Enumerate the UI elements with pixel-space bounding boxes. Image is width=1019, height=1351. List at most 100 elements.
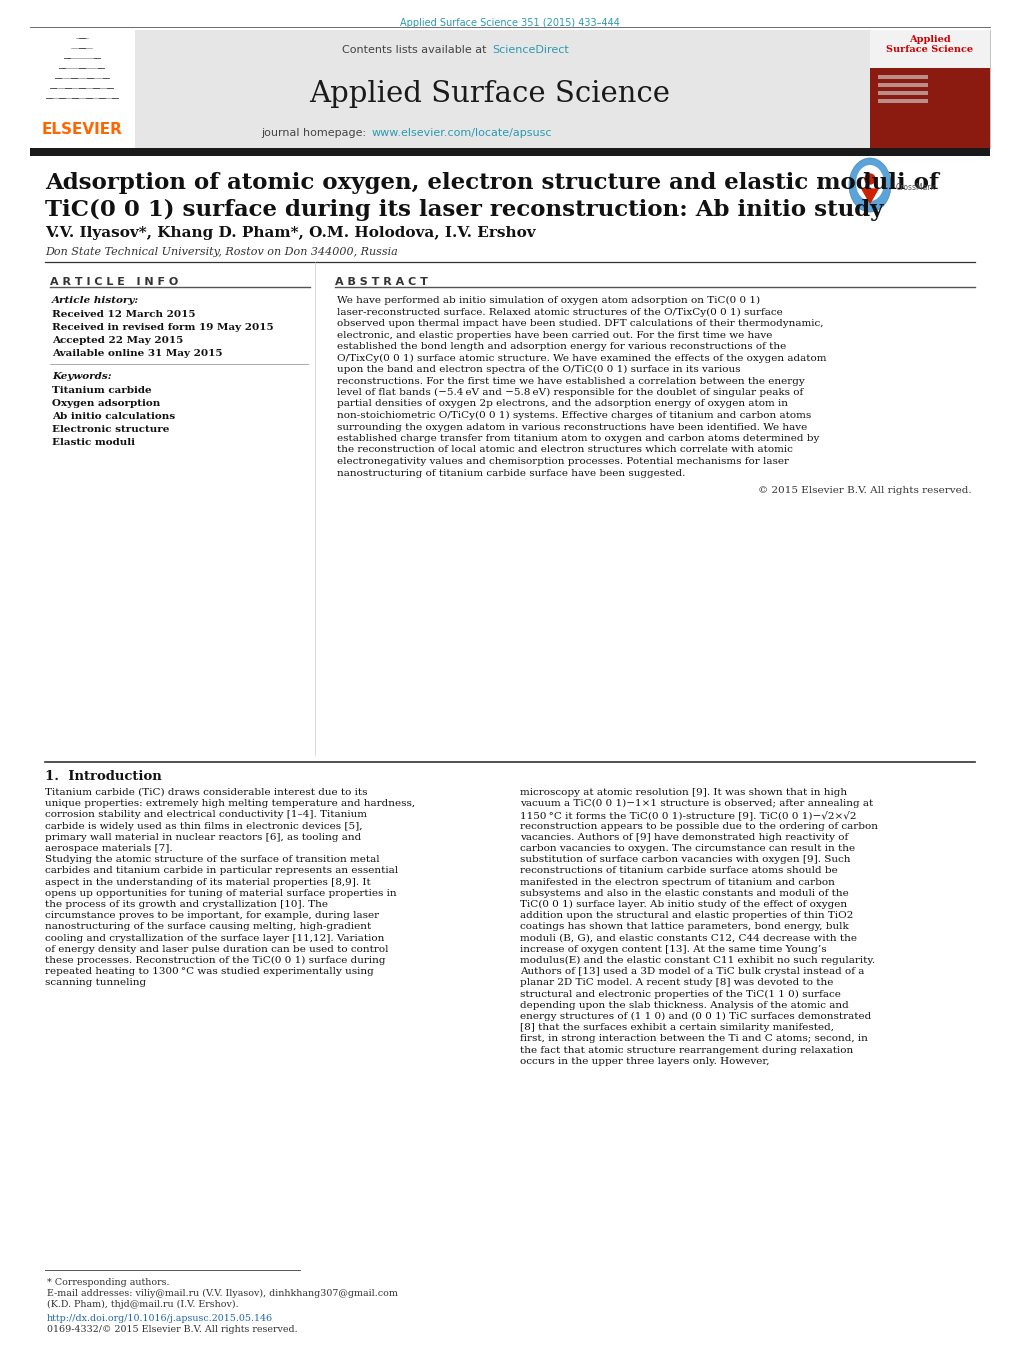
Text: Article history:: Article history:	[52, 296, 140, 305]
Text: * Corresponding authors.: * Corresponding authors.	[47, 1278, 169, 1288]
Polygon shape	[861, 189, 877, 203]
Text: level of flat bands (−5.4 eV and −5.8 eV) responsible for the doublet of singula: level of flat bands (−5.4 eV and −5.8 eV…	[336, 388, 803, 397]
Text: Keywords:: Keywords:	[52, 372, 111, 381]
Text: coatings has shown that lattice parameters, bond energy, bulk: coatings has shown that lattice paramete…	[520, 923, 848, 931]
Text: moduli (B, G), and elastic constants C12, C44 decrease with the: moduli (B, G), and elastic constants C12…	[520, 934, 856, 943]
Text: www.elsevier.com/locate/apsusc: www.elsevier.com/locate/apsusc	[372, 128, 552, 138]
Ellipse shape	[855, 165, 883, 201]
Circle shape	[864, 174, 874, 184]
Text: carbides and titanium carbide in particular represents an essential: carbides and titanium carbide in particu…	[45, 866, 397, 875]
Text: Received 12 March 2015: Received 12 March 2015	[52, 309, 196, 319]
Text: A R T I C L E   I N F O: A R T I C L E I N F O	[50, 277, 178, 286]
Text: Contents lists available at: Contents lists available at	[341, 45, 489, 55]
Text: observed upon thermal impact have been studied. DFT calculations of their thermo: observed upon thermal impact have been s…	[336, 319, 822, 328]
Text: Oxygen adsorption: Oxygen adsorption	[52, 399, 160, 408]
Text: substitution of surface carbon vacancies with oxygen [9]. Such: substitution of surface carbon vacancies…	[520, 855, 850, 865]
Text: electronic, and elastic properties have been carried out. For the first time we : electronic, and elastic properties have …	[336, 331, 771, 339]
Text: unique properties: extremely high melting temperature and hardness,: unique properties: extremely high meltin…	[45, 800, 415, 808]
Bar	[135, 30, 869, 149]
Text: Titanium carbide (TiC) draws considerable interest due to its: Titanium carbide (TiC) draws considerabl…	[45, 788, 367, 797]
Bar	[877, 76, 927, 78]
Text: Ab initio calculations: Ab initio calculations	[52, 412, 175, 422]
Text: ELSEVIER: ELSEVIER	[42, 122, 122, 136]
Text: modulus(E) and the elastic constant C11 exhibit no such regularity.: modulus(E) and the elastic constant C11 …	[520, 957, 874, 965]
Text: Applied: Applied	[908, 35, 950, 45]
Text: primary wall material in nuclear reactors [6], as tooling and: primary wall material in nuclear reactor…	[45, 832, 361, 842]
Text: microscopy at atomic resolution [9]. It was shown that in high: microscopy at atomic resolution [9]. It …	[520, 788, 847, 797]
Text: Authors of [13] used a 3D model of a TiC bulk crystal instead of a: Authors of [13] used a 3D model of a TiC…	[520, 967, 863, 977]
Text: carbide is widely used as thin films in electronic devices [5],: carbide is widely used as thin films in …	[45, 821, 362, 831]
Text: the fact that atomic structure rearrangement during relaxation: the fact that atomic structure rearrange…	[520, 1046, 853, 1055]
Text: addition upon the structural and elastic properties of thin TiO2: addition upon the structural and elastic…	[520, 911, 853, 920]
Text: reconstructions of titanium carbide surface atoms should be: reconstructions of titanium carbide surf…	[520, 866, 837, 875]
Text: Accepted 22 May 2015: Accepted 22 May 2015	[52, 336, 183, 345]
Text: reconstructions. For the first time we have established a correlation between th: reconstructions. For the first time we h…	[336, 377, 804, 385]
Text: established the bond length and adsorption energy for various reconstructions of: established the bond length and adsorpti…	[336, 342, 786, 351]
Text: the reconstruction of local atomic and electron structures which correlate with : the reconstruction of local atomic and e…	[336, 446, 792, 454]
Text: the process of its growth and crystallization [10]. The: the process of its growth and crystalliz…	[45, 900, 328, 909]
Text: aerospace materials [7].: aerospace materials [7].	[45, 844, 172, 852]
Text: [8] that the surfaces exhibit a certain similarity manifested,: [8] that the surfaces exhibit a certain …	[520, 1023, 834, 1032]
Text: carbon vacancies to oxygen. The circumstance can result in the: carbon vacancies to oxygen. The circumst…	[520, 844, 854, 852]
Text: surrounding the oxygen adatom in various reconstructions have been identified. W: surrounding the oxygen adatom in various…	[336, 423, 806, 431]
Text: 1150 °C it forms the TiC(0 0 1)-structure [9]. TiC(0 0 1)−√2×√2: 1150 °C it forms the TiC(0 0 1)-structur…	[520, 811, 856, 820]
Text: electronegativity values and chemisorption processes. Potential mechanisms for l: electronegativity values and chemisorpti…	[336, 457, 789, 466]
Text: CrossMark: CrossMark	[895, 182, 935, 192]
Bar	[869, 68, 989, 149]
Text: repeated heating to 1300 °C was studied experimentally using: repeated heating to 1300 °C was studied …	[45, 967, 373, 977]
Text: vacancies. Authors of [9] have demonstrated high reactivity of: vacancies. Authors of [9] have demonstra…	[520, 832, 848, 842]
Text: depending upon the slab thickness. Analysis of the atomic and: depending upon the slab thickness. Analy…	[520, 1001, 848, 1009]
Text: corrosion stability and electrical conductivity [1–4]. Titanium: corrosion stability and electrical condu…	[45, 811, 367, 820]
Text: O/TixCy(0 0 1) surface atomic structure. We have examined the effects of the oxy: O/TixCy(0 0 1) surface atomic structure.…	[336, 354, 825, 362]
Bar	[877, 99, 927, 103]
Text: A B S T R A C T: A B S T R A C T	[334, 277, 427, 286]
Text: Available online 31 May 2015: Available online 31 May 2015	[52, 349, 222, 358]
Text: occurs in the upper three layers only. However,: occurs in the upper three layers only. H…	[520, 1056, 768, 1066]
Text: E-mail addresses: viliy@mail.ru (V.V. Ilyasov), dinhkhang307@gmail.com: E-mail addresses: viliy@mail.ru (V.V. Il…	[47, 1289, 397, 1298]
Text: established charge transfer from titanium atom to oxygen and carbon atoms determ: established charge transfer from titaniu…	[336, 434, 818, 443]
Text: 0169-4332/© 2015 Elsevier B.V. All rights reserved.: 0169-4332/© 2015 Elsevier B.V. All right…	[47, 1325, 298, 1333]
Text: subsystems and also in the elastic constants and moduli of the: subsystems and also in the elastic const…	[520, 889, 848, 898]
Text: ScienceDirect: ScienceDirect	[491, 45, 569, 55]
Text: cooling and crystallization of the surface layer [11,12]. Variation: cooling and crystallization of the surfa…	[45, 934, 384, 943]
Text: journal homepage:: journal homepage:	[261, 128, 370, 138]
Text: Received in revised form 19 May 2015: Received in revised form 19 May 2015	[52, 323, 273, 332]
Text: these processes. Reconstruction of the TiC(0 0 1) surface during: these processes. Reconstruction of the T…	[45, 957, 385, 965]
Text: manifested in the electron spectrum of titanium and carbon: manifested in the electron spectrum of t…	[520, 878, 835, 886]
Bar	[30, 30, 133, 149]
Text: nanostructuring of the surface causing melting, high-gradient: nanostructuring of the surface causing m…	[45, 923, 371, 931]
Text: energy structures of (1 1 0) and (0 0 1) TiC surfaces demonstrated: energy structures of (1 1 0) and (0 0 1)…	[520, 1012, 870, 1021]
Text: Adsorption of atomic oxygen, electron structure and elastic moduli of: Adsorption of atomic oxygen, electron st…	[45, 172, 937, 195]
Text: first, in strong interaction between the Ti and C atoms; second, in: first, in strong interaction between the…	[520, 1035, 867, 1043]
Bar	[30, 149, 989, 155]
Text: Don State Technical University, Rostov on Don 344000, Russia: Don State Technical University, Rostov o…	[45, 247, 397, 257]
Bar	[869, 30, 989, 68]
Text: opens up opportunities for tuning of material surface properties in: opens up opportunities for tuning of mat…	[45, 889, 396, 898]
Text: Surface Science: Surface Science	[886, 45, 972, 54]
Text: Applied Surface Science: Applied Surface Science	[309, 80, 669, 108]
Text: partial densities of oxygen 2p electrons, and the adsorption energy of oxygen at: partial densities of oxygen 2p electrons…	[336, 400, 788, 408]
Text: non-stoichiometric O/TiCy(0 0 1) systems. Effective charges of titanium and carb: non-stoichiometric O/TiCy(0 0 1) systems…	[336, 411, 810, 420]
Bar	[869, 30, 989, 149]
Text: reconstruction appears to be possible due to the ordering of carbon: reconstruction appears to be possible du…	[520, 821, 877, 831]
Text: Titanium carbide: Titanium carbide	[52, 386, 152, 394]
Text: planar 2D TiC model. A recent study [8] was devoted to the: planar 2D TiC model. A recent study [8] …	[520, 978, 833, 988]
Text: vacuum a TiC(0 0 1)−1×1 structure is observed; after annealing at: vacuum a TiC(0 0 1)−1×1 structure is obs…	[520, 800, 872, 808]
Text: V.V. Ilyasov*, Khang D. Pham*, O.M. Holodova, I.V. Ershov: V.V. Ilyasov*, Khang D. Pham*, O.M. Holo…	[45, 226, 535, 240]
Text: © 2015 Elsevier B.V. All rights reserved.: © 2015 Elsevier B.V. All rights reserved…	[758, 486, 971, 494]
Text: increase of oxygen content [13]. At the same time Young’s: increase of oxygen content [13]. At the …	[520, 944, 825, 954]
Text: Elastic moduli: Elastic moduli	[52, 438, 135, 447]
Text: http://dx.doi.org/10.1016/j.apsusc.2015.05.146: http://dx.doi.org/10.1016/j.apsusc.2015.…	[47, 1315, 273, 1323]
Bar	[877, 82, 927, 86]
Text: circumstance proves to be important, for example, during laser: circumstance proves to be important, for…	[45, 911, 379, 920]
Text: TiC(0 0 1) surface during its laser reconstruction: Ab initio study: TiC(0 0 1) surface during its laser reco…	[45, 199, 882, 222]
Text: Applied Surface Science 351 (2015) 433–444: Applied Surface Science 351 (2015) 433–4…	[399, 18, 620, 28]
Text: laser-reconstructed surface. Relaxed atomic structures of the O/TixCy(0 0 1) sur: laser-reconstructed surface. Relaxed ato…	[336, 308, 782, 316]
Bar	[877, 91, 927, 95]
Text: 1.  Introduction: 1. Introduction	[45, 770, 162, 784]
Text: We have performed ab initio simulation of oxygen atom adsorption on TiC(0 0 1): We have performed ab initio simulation o…	[336, 296, 759, 305]
Text: aspect in the understanding of its material properties [8,9]. It: aspect in the understanding of its mater…	[45, 878, 370, 886]
Text: Electronic structure: Electronic structure	[52, 426, 169, 434]
Text: TiC(0 0 1) surface layer. Ab initio study of the effect of oxygen: TiC(0 0 1) surface layer. Ab initio stud…	[520, 900, 847, 909]
Text: upon the band and electron spectra of the O/TiC(0 0 1) surface in its various: upon the band and electron spectra of th…	[336, 365, 740, 374]
